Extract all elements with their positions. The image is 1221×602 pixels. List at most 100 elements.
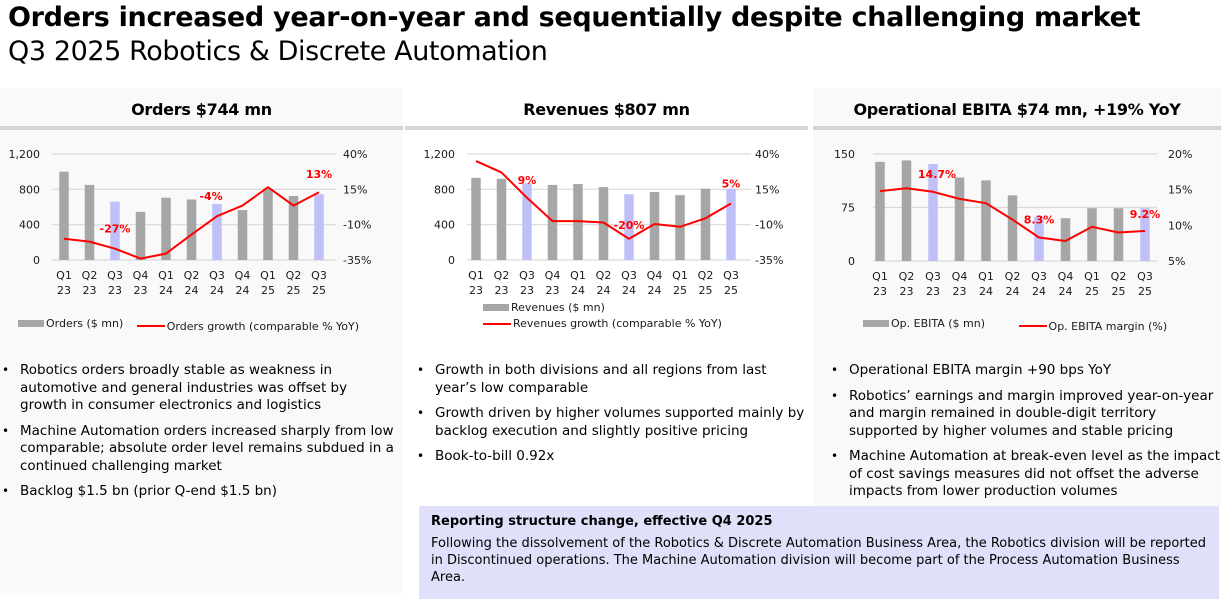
page-title: Orders increased year-on-year and sequen… <box>8 2 1141 33</box>
x-tick-label: 23 <box>953 285 967 296</box>
x-tick-label: 25 <box>1085 285 1099 296</box>
data-label: 9.2% <box>1130 208 1161 221</box>
legend-item-bar: Orders ($ mn) <box>18 317 123 330</box>
x-tick-label: 24 <box>622 284 636 296</box>
x-tick-label: Q3 <box>1031 270 1047 283</box>
x-tick-label: 24 <box>571 284 585 296</box>
legend-swatch-bar <box>863 320 889 327</box>
x-tick-label: 23 <box>469 284 483 296</box>
y-right-tick-label: 15% <box>1168 184 1192 197</box>
x-tick-label: 23 <box>495 284 509 296</box>
x-tick-label: Q1 <box>570 269 586 282</box>
ebita-legend: Op. EBITA ($ mn) Op. EBITA margin (%) <box>863 317 1177 333</box>
y-right-tick-label: 40% <box>755 148 779 161</box>
bar <box>471 177 481 260</box>
x-tick-label: 24 <box>648 284 662 296</box>
x-tick-label: Q2 <box>184 269 200 282</box>
orders-legend: Orders ($ mn) Orders growth (comparable … <box>18 317 369 333</box>
orders-chart: 0 400 800 1,200 -35% -10% 15% 40% -27% -4% 13% Q1 23… <box>9 148 372 296</box>
y-right-tick-label: -10% <box>755 219 783 232</box>
bullet-item: Backlog $1.5 bn (prior Q-end $1.5 bn) <box>0 483 395 501</box>
bar <box>1087 208 1097 261</box>
x-tick-label: Q1 <box>672 269 688 282</box>
bar <box>547 184 558 260</box>
x-tick-label: Q2 <box>596 269 612 282</box>
bullet-item: Robotics orders broadly stable as weakne… <box>0 362 395 415</box>
x-tick-label: 24 <box>979 285 993 296</box>
x-tick-label: 23 <box>873 285 887 296</box>
x-tick-label: Q3 <box>621 269 637 282</box>
y-left-tick-label: 1,200 <box>9 148 41 161</box>
data-label: 9% <box>518 174 537 187</box>
growth-line <box>63 186 320 260</box>
legend-label: Revenues growth (comparable % YoY) <box>513 317 722 330</box>
revenues-panel: Revenues $807 mn 0 400 800 1,200 -35% -10% 15%… <box>405 88 808 508</box>
x-tick-label: 23 <box>926 285 940 296</box>
growth-line <box>879 187 1146 242</box>
x-tick-label: Q3 <box>107 269 123 282</box>
x-tick-label: Q1 <box>1084 270 1100 283</box>
bar <box>901 160 912 261</box>
ebita-bullets: Operational EBITA margin +90 bps YoY Rob… <box>829 362 1221 509</box>
x-tick-label: Q3 <box>519 269 535 282</box>
page-subtitle: Q3 2025 Robotics & Discrete Automation <box>8 36 548 67</box>
y-right-tick-label: 20% <box>1168 148 1192 161</box>
bar <box>624 194 634 260</box>
bar <box>84 184 95 260</box>
y-left-tick-label: 0 <box>33 254 40 267</box>
data-label: -4% <box>199 190 222 203</box>
y-left-tick-label: 800 <box>19 183 40 196</box>
x-tick-label: 23 <box>546 284 560 296</box>
x-tick-label: 23 <box>520 284 534 296</box>
bar <box>263 188 273 260</box>
x-tick-label: Q2 <box>899 270 915 283</box>
bar <box>1113 208 1124 261</box>
bar <box>110 201 120 260</box>
legend-item-line: Op. EBITA margin (%) <box>1018 319 1168 333</box>
legend-label: Op. EBITA margin (%) <box>1048 319 1168 333</box>
legend-label: Orders growth (comparable % YoY) <box>166 319 360 333</box>
x-tick-label: 25 <box>673 284 687 296</box>
x-tick-label: 23 <box>57 284 71 296</box>
y-left-tick-label: 0 <box>448 254 455 267</box>
bullet-item: Growth in both divisions and all regions… <box>415 362 810 397</box>
revenues-chart: 0 400 800 1,200 -35% -10% 15% 40% 9% -20% 5% Q1 23 Q2… <box>424 148 784 296</box>
x-tick-label: Q1 <box>56 269 72 282</box>
y-right-tick-label: 15% <box>755 183 779 196</box>
bullet-item: Book-to-bill 0.92x <box>415 448 810 466</box>
x-tick-label: Q1 <box>468 269 484 282</box>
legend-label: Revenues ($ mn) <box>511 301 605 314</box>
bar <box>237 210 248 260</box>
bar <box>1060 218 1071 261</box>
y-right-tick-label: -35% <box>755 254 783 267</box>
data-label: 14.7% <box>918 168 956 181</box>
x-tick-label: 24 <box>1059 285 1073 296</box>
x-tick-label: Q2 <box>698 269 714 282</box>
x-tick-label: 23 <box>134 284 148 296</box>
bullet-item: Robotics’ earnings and margin improved y… <box>829 388 1221 441</box>
bullet-item: Machine Automation at break-even level a… <box>829 448 1221 501</box>
legend-label: Op. EBITA ($ mn) <box>891 317 986 330</box>
x-tick-label: Q1 <box>872 270 888 283</box>
bar <box>161 197 171 260</box>
orders-panel: Orders $744 mn 0 400 800 1,200 -35% -10% 15% 40… <box>0 88 403 593</box>
x-tick-label: 24 <box>597 284 611 296</box>
y-right-tick-label: 40% <box>343 148 367 161</box>
bar <box>314 194 324 260</box>
legend-label: Orders ($ mn) <box>46 317 124 330</box>
bar <box>522 183 532 260</box>
orders-bullets: Robotics orders broadly stable as weakne… <box>0 362 395 509</box>
x-tick-label: Q4 <box>647 269 663 282</box>
bar <box>1140 208 1150 261</box>
x-tick-label: Q2 <box>1111 270 1127 283</box>
x-tick-label: 25 <box>261 284 275 296</box>
y-right-tick-label: -10% <box>343 219 371 232</box>
bar <box>875 161 885 261</box>
y-left-tick-label: 150 <box>834 148 855 161</box>
bar <box>954 177 965 261</box>
y-right-tick-label: 15% <box>343 183 367 196</box>
bullet-item: Operational EBITA margin +90 bps YoY <box>829 362 1221 380</box>
data-label: 13% <box>306 168 332 181</box>
x-tick-label: 25 <box>724 284 738 296</box>
bar <box>288 195 299 260</box>
